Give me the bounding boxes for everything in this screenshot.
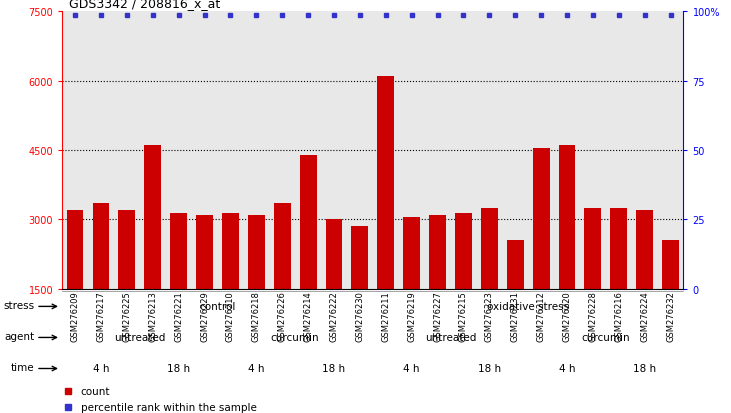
Bar	[144, 146, 161, 358]
Bar	[507, 241, 523, 358]
Text: 18 h: 18 h	[478, 363, 501, 374]
Text: curcumin: curcumin	[581, 332, 630, 343]
Bar	[118, 211, 135, 358]
Bar	[274, 204, 291, 358]
Bar	[170, 213, 187, 358]
Bar	[481, 209, 498, 358]
Bar	[429, 215, 446, 358]
Text: stress: stress	[3, 300, 34, 310]
Text: untreated: untreated	[425, 332, 476, 343]
Bar	[558, 146, 575, 358]
Bar	[404, 218, 420, 358]
Text: 4 h: 4 h	[558, 363, 575, 374]
Bar	[93, 204, 110, 358]
Text: 4 h: 4 h	[404, 363, 420, 374]
Bar	[67, 211, 83, 358]
Bar	[248, 215, 265, 358]
Bar	[196, 215, 213, 358]
Bar	[455, 213, 471, 358]
Text: 18 h: 18 h	[633, 363, 656, 374]
Text: percentile rank within the sample: percentile rank within the sample	[81, 402, 257, 412]
Text: 18 h: 18 h	[167, 363, 190, 374]
Bar	[636, 211, 653, 358]
Bar	[352, 227, 368, 358]
Text: curcumin: curcumin	[270, 332, 319, 343]
Text: 18 h: 18 h	[322, 363, 346, 374]
Text: oxidative stress: oxidative stress	[487, 301, 569, 312]
Bar	[585, 209, 602, 358]
Text: count: count	[81, 386, 110, 396]
Bar	[325, 220, 342, 358]
Bar	[533, 148, 550, 358]
Text: agent: agent	[4, 331, 34, 341]
Bar	[377, 77, 394, 358]
Bar	[222, 213, 239, 358]
Text: untreated: untreated	[114, 332, 165, 343]
Text: 4 h: 4 h	[248, 363, 265, 374]
Bar	[300, 155, 317, 358]
Text: time: time	[10, 362, 34, 372]
Bar	[610, 209, 627, 358]
Text: 4 h: 4 h	[93, 363, 109, 374]
Bar	[662, 241, 679, 358]
Text: GDS3342 / 208816_x_at: GDS3342 / 208816_x_at	[69, 0, 221, 10]
Text: control: control	[200, 301, 235, 312]
